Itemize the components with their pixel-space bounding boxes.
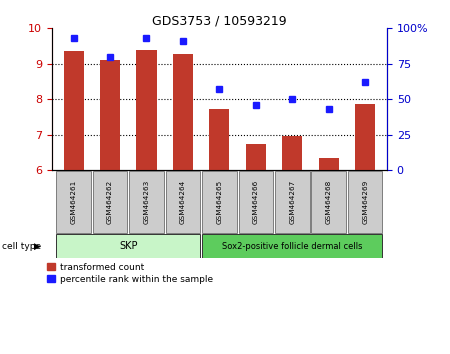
FancyBboxPatch shape	[129, 171, 164, 233]
Bar	[209, 109, 230, 170]
Text: GSM464264: GSM464264	[180, 179, 186, 224]
Bar	[136, 50, 157, 170]
Text: cell type: cell type	[2, 241, 41, 251]
Text: GSM464263: GSM464263	[144, 179, 149, 224]
Bar	[100, 60, 120, 170]
Bar	[246, 144, 266, 170]
Text: GSM464267: GSM464267	[289, 179, 295, 224]
Text: GSM464268: GSM464268	[326, 179, 332, 224]
Text: SKP: SKP	[119, 241, 138, 251]
FancyBboxPatch shape	[275, 171, 310, 233]
Bar	[173, 54, 193, 170]
Text: GSM464265: GSM464265	[216, 179, 222, 224]
Title: GDS3753 / 10593219: GDS3753 / 10593219	[152, 14, 287, 27]
FancyBboxPatch shape	[348, 171, 382, 233]
Text: Sox2-positive follicle dermal cells: Sox2-positive follicle dermal cells	[222, 241, 363, 251]
Bar	[282, 136, 302, 170]
Bar	[355, 104, 375, 170]
FancyBboxPatch shape	[166, 171, 200, 233]
Text: ▶: ▶	[34, 241, 41, 251]
FancyBboxPatch shape	[202, 234, 382, 258]
Text: GSM464269: GSM464269	[362, 179, 368, 224]
FancyBboxPatch shape	[311, 171, 346, 233]
FancyBboxPatch shape	[202, 171, 237, 233]
Legend: transformed count, percentile rank within the sample: transformed count, percentile rank withi…	[47, 263, 213, 284]
FancyBboxPatch shape	[56, 171, 91, 233]
Text: GSM464262: GSM464262	[107, 179, 113, 224]
Bar	[319, 158, 339, 170]
Text: GSM464266: GSM464266	[253, 179, 259, 224]
FancyBboxPatch shape	[93, 171, 127, 233]
FancyBboxPatch shape	[56, 234, 200, 258]
Text: GSM464261: GSM464261	[71, 179, 77, 224]
Bar	[63, 51, 84, 170]
FancyBboxPatch shape	[238, 171, 273, 233]
